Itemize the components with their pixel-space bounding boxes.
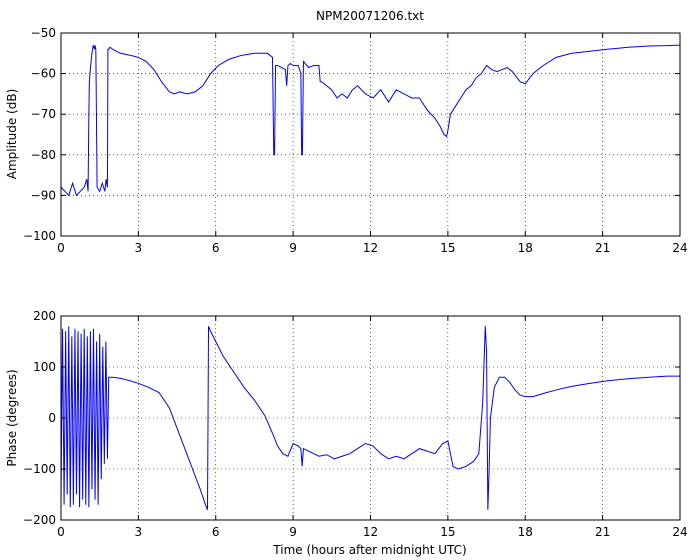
amplitude-y-axis-label: Amplitude (dB) <box>5 89 19 180</box>
phase-y-tick-label: −100 <box>23 462 56 476</box>
phase-x-tick-label: 3 <box>135 525 143 539</box>
amplitude-series-line <box>60 44 681 197</box>
amplitude-x-tick-label: 9 <box>289 241 297 255</box>
amplitude-x-tick-label: 21 <box>595 241 610 255</box>
amplitude-plot-area <box>61 33 680 236</box>
amplitude-y-tick-label: −50 <box>31 26 56 40</box>
amplitude-x-ticks: 0 3 6 9 12 15 18 21 24 <box>57 33 688 255</box>
amplitude-x-tick-label: 24 <box>672 241 687 255</box>
phase-chart: Phase (degrees) Time (hours after midnig… <box>5 309 688 557</box>
phase-x-tick-label: 24 <box>672 525 687 539</box>
phase-y-tick-label: 100 <box>33 360 56 374</box>
amplitude-x-tick-label: 6 <box>212 241 220 255</box>
phase-plot-area <box>61 316 680 520</box>
amplitude-chart: NPM20071206.txt Amplitude (dB) 0 3 6 9 12 15 1… <box>5 9 688 255</box>
amplitude-y-tick-label: −90 <box>31 188 56 202</box>
phase-x-axis-label: Time (hours after midnight UTC) <box>272 543 466 557</box>
phase-x-tick-label: 6 <box>212 525 220 539</box>
amplitude-y-ticks: −100 −90 −80 −70 −60 −50 <box>23 26 680 243</box>
phase-x-tick-label: 18 <box>518 525 533 539</box>
amplitude-x-tick-label: 0 <box>57 241 65 255</box>
phase-y-tick-label: 0 <box>48 411 56 425</box>
phase-y-tick-label: −200 <box>23 513 56 527</box>
amplitude-x-tick-label: 3 <box>135 241 143 255</box>
amplitude-y-tick-label: −80 <box>31 148 56 162</box>
amplitude-x-tick-label: 12 <box>363 241 378 255</box>
phase-x-tick-label: 0 <box>57 525 65 539</box>
phase-x-tick-label: 15 <box>440 525 455 539</box>
phase-x-tick-label: 12 <box>363 525 378 539</box>
amplitude-chart-title: NPM20071206.txt <box>316 9 424 23</box>
phase-y-ticks: −200 −100 0 100 200 <box>23 309 680 527</box>
amplitude-y-tick-label: −100 <box>23 229 56 243</box>
amplitude-x-tick-label: 18 <box>518 241 533 255</box>
phase-series-line <box>60 326 680 510</box>
phase-x-ticks: 0 3 6 9 12 15 18 21 24 <box>57 316 688 539</box>
phase-y-tick-label: 200 <box>33 309 56 323</box>
phase-x-tick-label: 21 <box>595 525 610 539</box>
amplitude-x-tick-label: 15 <box>440 241 455 255</box>
phase-y-axis-label: Phase (degrees) <box>5 369 19 466</box>
phase-x-tick-label: 9 <box>289 525 297 539</box>
amplitude-y-tick-label: −60 <box>31 67 56 81</box>
amplitude-y-tick-label: −70 <box>31 107 56 121</box>
